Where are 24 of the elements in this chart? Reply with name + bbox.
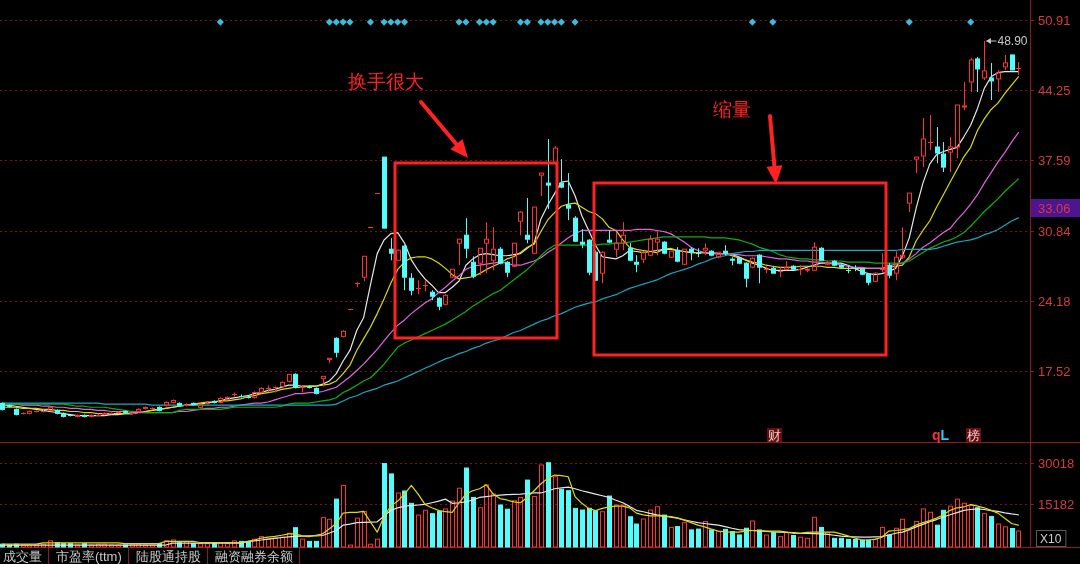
y-tick-label: 15182 [1038, 497, 1075, 512]
annotation: 换手很大 [348, 71, 424, 92]
annotation: 财 [767, 427, 782, 443]
annotation: 33.06 [1031, 199, 1080, 217]
y-tick-label: 37.59 [1038, 153, 1071, 168]
annotation: 融资融券余额 [214, 547, 300, 564]
annotation: 榜 [966, 427, 981, 443]
y-tick-label: 44.25 [1038, 83, 1071, 98]
y-axis-title: X10 [1036, 530, 1067, 547]
annotation: 成交量 [3, 547, 49, 564]
y-axis-title: X10 [1040, 532, 1062, 546]
y-tick-label: 24.18 [1038, 294, 1071, 309]
annotation: 48.90 [986, 34, 1028, 49]
annotation: 换手很大 [348, 71, 559, 340]
annotation: 缩量 [592, 99, 888, 357]
annotation: 48.90 [997, 34, 1028, 49]
annotation: qL [932, 427, 950, 443]
annotation: 陆股通持股 [135, 547, 208, 564]
annotation: 缩量 [713, 99, 751, 120]
y-tick-label: 17.52 [1038, 364, 1071, 379]
y-tick-label: 30018 [1038, 456, 1075, 471]
annotation: 市盈率(ttm) [56, 547, 129, 564]
y-tick-label: 30.84 [1038, 224, 1071, 239]
y-tick-label: 50.91 [1038, 13, 1071, 28]
